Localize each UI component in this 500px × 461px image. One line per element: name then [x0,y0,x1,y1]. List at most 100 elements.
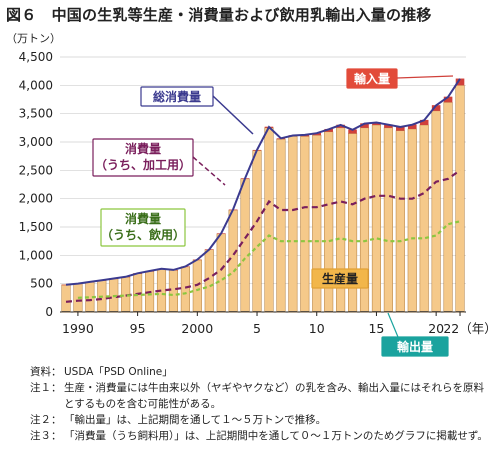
y-tick-label: 2,000 [19,192,53,206]
leader-export [387,312,399,338]
chart-title: 図６ 中国の生乳等生産・消費量および飲用乳輸出入量の推移 [6,6,432,24]
bar-export [348,311,357,312]
note-key: 資料： [30,366,62,378]
x-tick-label: 15 [368,321,384,336]
y-tick-label: 0 [45,305,53,319]
leader-import [396,75,454,79]
bar-export [288,311,298,312]
bar-export [85,311,95,312]
bar-export [276,311,286,312]
bar-export [407,311,417,312]
label-drinking-consumption-text: 消費量 [125,211,161,226]
label-processing-consumption-text: 消費量 [125,141,161,156]
bar-export [252,311,262,312]
bar-import [431,105,441,111]
y-tick-label: 500 [30,277,53,291]
gridlines [60,56,466,313]
bar-import [407,124,417,129]
bar-export [372,311,381,312]
y-axis-unit-label: （万トン） [6,32,61,45]
bar-production [61,284,71,313]
bar-export [61,311,71,312]
bar-export [181,311,190,312]
note-row: 注１： 生産・消費量には牛由来以外（ヤギやヤクなど）の乳を含み、輸出入量にはそれら… [30,380,492,412]
label-production-box [311,268,369,289]
bar-export [145,311,154,312]
bar-export [204,311,214,312]
x-tick-label: 20 [428,321,444,336]
y-tick-label: 4,000 [19,78,53,92]
y-tick-label: 2,500 [19,163,53,177]
x-tick-label: 2000 [181,321,213,336]
bar-export [312,311,322,312]
note-key: 注３： [30,430,62,442]
bar-import [324,128,333,132]
bar-import [61,284,71,286]
bar-export [228,311,238,312]
note-text: 「輸出量」は、上記期間を通して１～５万トンで推移。 [64,414,327,426]
bar-production [407,128,417,313]
bar-export [193,311,202,312]
bar-export [396,311,405,312]
label-export-text: 輸出量 [397,339,433,354]
label-import-box [346,68,398,89]
bar-export [133,311,142,312]
bar-production [395,130,405,313]
label-drinking-consumption-text: （うち、飲用） [101,227,185,242]
bar-import [372,122,381,125]
bar-production [300,136,310,313]
y-tick-label: 1,500 [19,220,53,234]
bar-production [288,136,298,313]
bar-export [324,311,333,312]
bar-export [216,311,226,312]
chart-svg: 0 500 1,000 1,500 2,000 2,500 3,000 3,500 4,000 4… [19,50,497,357]
bar-production [252,150,262,313]
y-tick-label: 3,000 [19,135,53,149]
bar-export [157,311,166,312]
label-total-consumption-text: 総消費量 [153,89,201,104]
note-key: 注２： [30,414,62,426]
bar-import [360,123,369,128]
notes-block: 資料： USDA「PSD Online」 注１： 生産・消費量には牛由来以外（ヤギやヤ… [30,364,492,444]
x-tick-label: 1990 [62,321,94,336]
line-drinking-consumption [77,220,461,299]
y-axis-ticks: 0 500 1,000 1,500 2,000 2,500 3,000 3,500 4,000 4… [19,50,53,319]
lines-group [65,78,461,303]
label-processing-consumption-text: （うち、加工用） [95,157,191,172]
bar-export [300,311,310,312]
bar-import [419,119,429,125]
y-tick-label: 3,500 [19,107,53,121]
x-tick-label: 10 [309,321,325,336]
note-text: 生産・消費量には牛由来以外（ヤギやヤクなど）の乳を含み、輸出入量にはそれらを原料… [64,382,484,410]
x-tick-label: 22（年） [443,321,496,336]
bar-production [264,127,274,313]
bar-production [455,85,465,313]
bar-import [384,124,393,128]
note-text: 「消費量（うち飼料用）」は、上記期間中を通して０～１万トンのためグラフに掲載せず… [64,430,488,442]
bar-export [264,311,274,312]
label-import-text: 輸入量 [354,71,390,86]
bar-import [336,124,345,128]
bar-import [455,78,465,86]
bar-export [121,311,130,312]
bar-production [192,259,202,313]
note-row: 注３： 「消費量（うち飼料用）」は、上記期間中を通して０～１万トンのためグラフに掲… [30,428,492,444]
bar-production [383,127,393,313]
bar-export [336,311,345,312]
bar-export [240,311,250,312]
label-production-text: 生産量 [322,271,358,286]
bar-production [276,138,286,313]
x-axis-ticks: 1990 95 2000 5 10 15 20 22（年） [62,312,497,336]
bar-export [97,311,107,312]
x-tick-label: 5 [253,321,261,336]
x-tick-label: 95 [130,321,146,336]
bar-production [216,233,226,313]
label-export-box [381,336,449,357]
bar-production [371,124,381,313]
note-row: 資料： USDA「PSD Online」 [30,364,492,380]
bar-export [169,311,178,312]
line-processing-consumption [65,169,461,303]
bar-production [431,110,441,313]
bar-production [443,102,453,313]
bar-production [240,178,250,313]
